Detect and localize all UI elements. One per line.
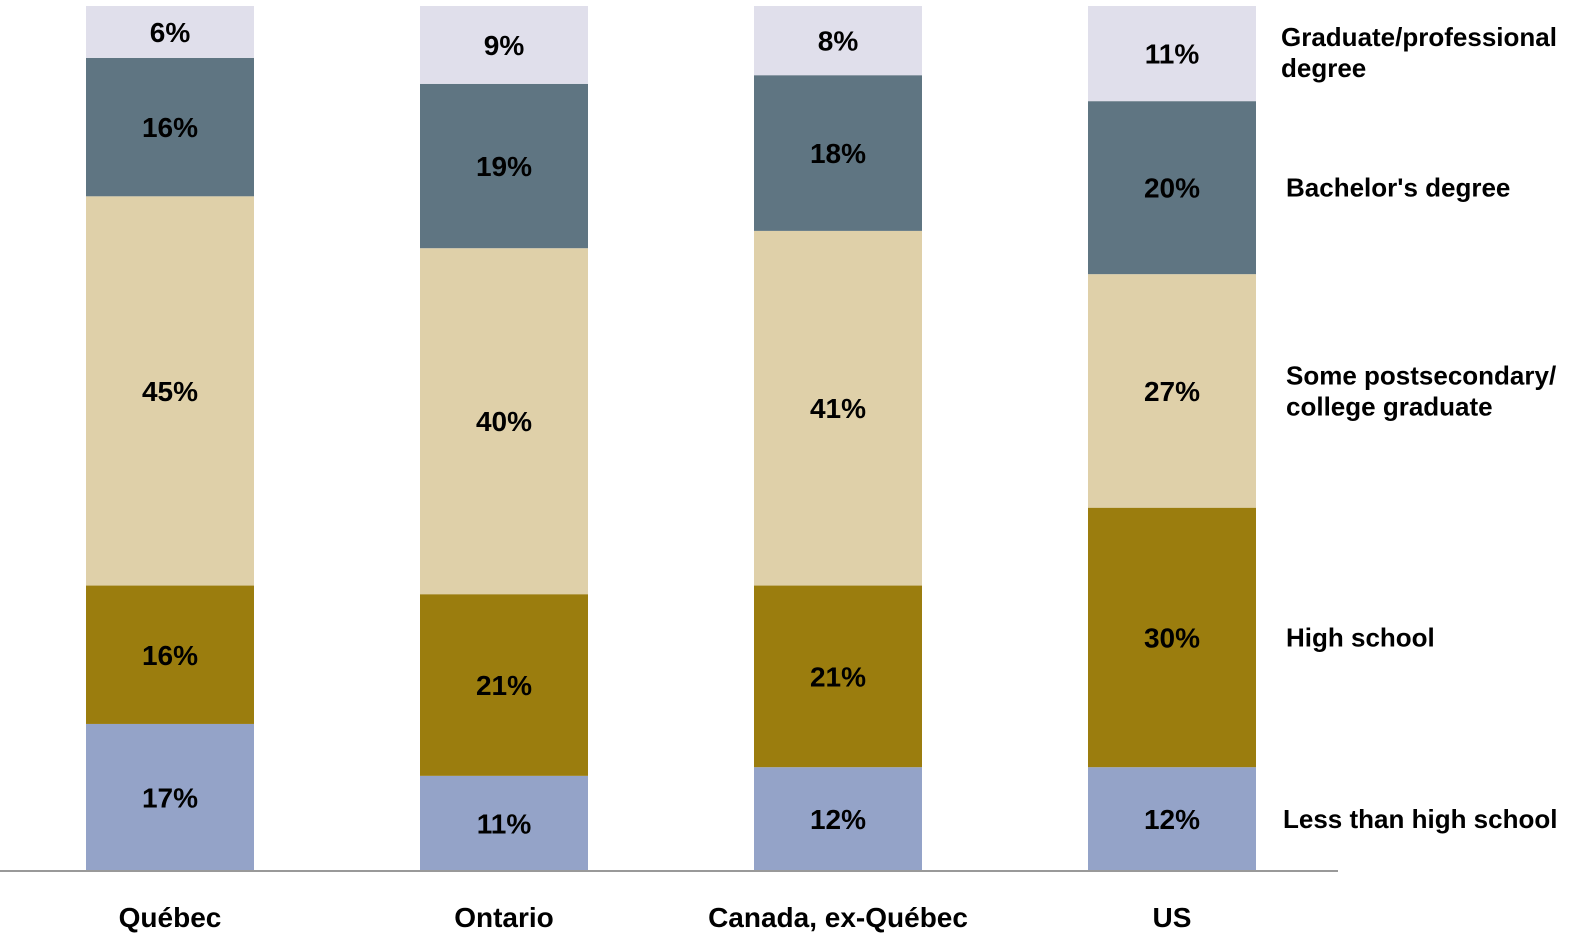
- legend-label: Less than high school: [1283, 804, 1557, 834]
- category-label: Ontario: [454, 902, 554, 933]
- legend-label: degree: [1281, 53, 1366, 83]
- bar-segment: [420, 83, 588, 249]
- data-label: 21%: [810, 661, 866, 692]
- bar-segment: [86, 585, 254, 724]
- legend-label: college graduate: [1286, 391, 1493, 421]
- category-label: Canada, ex-Québec: [708, 902, 968, 933]
- data-label: 16%: [142, 640, 198, 671]
- data-label: 30%: [1144, 622, 1200, 653]
- data-label: 41%: [810, 393, 866, 424]
- data-label: 21%: [476, 670, 532, 701]
- bar-segment: [86, 196, 254, 586]
- category-labels: Québec Ontario Canada, ex-Québec US: [119, 902, 1192, 933]
- data-label: 17%: [142, 782, 198, 813]
- category-label: Québec: [119, 902, 222, 933]
- data-label: 6%: [150, 17, 191, 48]
- bar-segment: [1088, 507, 1256, 768]
- data-label: 18%: [810, 138, 866, 169]
- bar-segment: [754, 230, 922, 586]
- bar-segment: [420, 775, 588, 871]
- bar-segment: [86, 6, 254, 58]
- bar-segment: [86, 57, 254, 197]
- data-label: 27%: [1144, 376, 1200, 407]
- data-label: 16%: [142, 112, 198, 143]
- bar-segment: [420, 6, 588, 84]
- data-label: 12%: [1144, 804, 1200, 835]
- bar-segment: [420, 594, 588, 776]
- data-label: 45%: [142, 376, 198, 407]
- data-label: 9%: [484, 30, 525, 61]
- legend-label: Bachelor's degree: [1286, 173, 1510, 203]
- data-label: 11%: [1145, 39, 1200, 70]
- data-label: 20%: [1144, 173, 1200, 204]
- legend-label: Graduate/professional: [1281, 22, 1557, 52]
- bar-segment: [1088, 101, 1256, 275]
- data-label: 12%: [810, 804, 866, 835]
- legend-label: High school: [1286, 622, 1435, 652]
- bar-segment: [1088, 767, 1256, 871]
- data-label: 11%: [477, 808, 532, 839]
- bar-segment: [420, 248, 588, 595]
- category-label: US: [1153, 902, 1192, 933]
- legend-label: Some postsecondary/: [1286, 360, 1556, 390]
- bars-layer: 17% 16% 45% 16% 6% 11% 21% 40% 19% 9% 12% 21% 41% 18%…: [86, 6, 1256, 871]
- data-label: 8%: [818, 26, 859, 57]
- data-label: 19%: [476, 151, 532, 182]
- bar-segment: [754, 75, 922, 231]
- bar-segment: [1088, 6, 1256, 102]
- bar-segment: [754, 767, 922, 871]
- bar-segment: [754, 6, 922, 76]
- bar-segment: [86, 723, 254, 871]
- data-label: 40%: [476, 406, 532, 437]
- bar-segment: [754, 585, 922, 768]
- bar-segment: [1088, 274, 1256, 508]
